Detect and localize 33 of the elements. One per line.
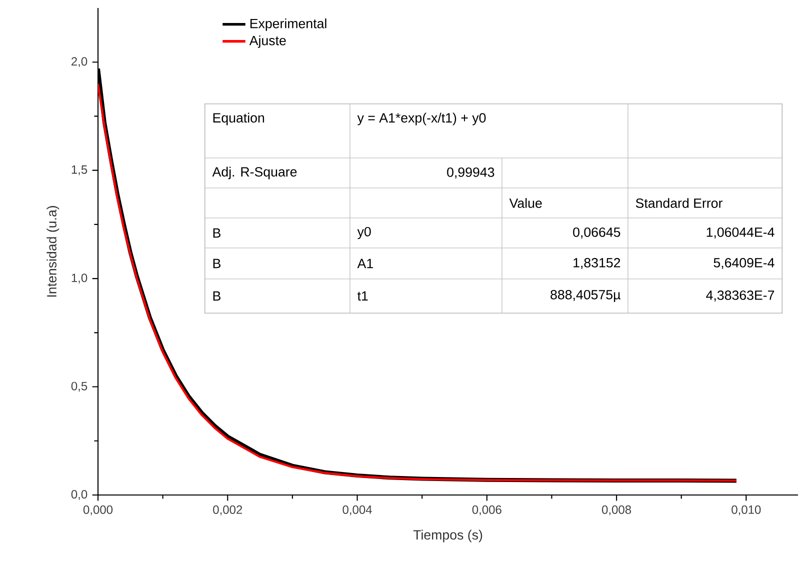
- annotation: 1,06044E-4: [706, 227, 774, 239]
- annotation: t1: [357, 291, 368, 301]
- annotation: B: [213, 258, 220, 268]
- x-tick-label: 0,002: [213, 505, 242, 516]
- annotation: Equation: [213, 112, 264, 126]
- annotation: y0: [357, 226, 371, 240]
- y-tick-label: 1,0: [72, 274, 88, 284]
- x-tick-label: 0,006: [472, 505, 502, 516]
- y-tick-label: 0,5: [71, 382, 88, 392]
- x-axis-title: Tiempos (s): [413, 530, 482, 542]
- annotation: 0,99943: [447, 167, 494, 179]
- annotation: Value: [509, 198, 542, 208]
- x-tick-label: 0,008: [602, 505, 632, 516]
- annotation: B: [213, 291, 220, 301]
- y-tick-label: 1,5: [72, 165, 88, 176]
- annotation: Standard Error: [636, 198, 722, 208]
- legend-label: Ajuste: [249, 35, 286, 48]
- annotation: 1,83152: [574, 258, 620, 270]
- x-tick-label: 0,010: [732, 505, 761, 516]
- annotation: Adj. R-Square: [212, 166, 297, 180]
- legend-label: Experimental: [250, 18, 326, 31]
- y-tick-label: 0,0: [71, 490, 88, 500]
- annotation: B: [213, 228, 220, 238]
- annotation: 4,38363E-7: [706, 290, 774, 302]
- x-tick-label: 0,000: [83, 505, 113, 516]
- annotation: 5,6409E-4: [714, 258, 774, 270]
- annotation: A1: [357, 258, 373, 268]
- y-axis-title: Intensidad (u.a): [46, 206, 60, 297]
- x-tick-label: 0,004: [342, 505, 372, 516]
- y-tick-label: 2,0: [72, 57, 88, 68]
- annotation: y = A1*exp(-x/t1) + y0: [357, 112, 486, 126]
- annotation: 888,40575µ: [550, 290, 620, 302]
- annotation: 0,06645: [573, 227, 620, 239]
